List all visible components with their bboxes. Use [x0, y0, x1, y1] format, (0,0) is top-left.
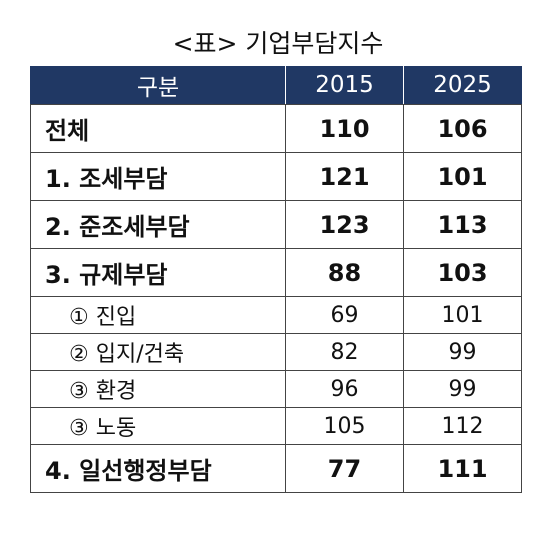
- row-label: 1. 조세부담: [30, 152, 286, 201]
- value-2015: 96: [285, 370, 404, 408]
- value-2015: 121: [285, 152, 404, 201]
- value-2025: 112: [403, 407, 522, 445]
- value-2025: 111: [403, 444, 522, 493]
- value-2015: 123: [285, 200, 404, 249]
- table-row: 2. 준조세부담 123 113: [30, 200, 522, 249]
- header-year-2025: 2025: [403, 66, 522, 105]
- row-label: ② 입지/건축: [30, 333, 286, 371]
- row-label: ③ 노동: [30, 407, 286, 445]
- value-2015: 77: [285, 444, 404, 493]
- burden-index-table: 구분 2015 2025 전체 110 106 1. 조세부담 121 101 …: [30, 66, 522, 493]
- table-caption: <표> 기업부담지수: [172, 29, 384, 58]
- value-2015: 88: [285, 248, 404, 297]
- table-subrow: ③ 환경 96 99: [30, 370, 522, 408]
- row-label: 2. 준조세부담: [30, 200, 286, 249]
- value-2025: 101: [403, 296, 522, 334]
- row-label: ③ 환경: [30, 370, 286, 408]
- row-label: 3. 규제부담: [30, 248, 286, 297]
- value-2025: 103: [403, 248, 522, 297]
- row-label: 전체: [30, 104, 286, 153]
- table-subrow: ① 진입 69 101: [30, 296, 522, 334]
- value-2015: 69: [285, 296, 404, 334]
- table-row: 3. 규제부담 88 103: [30, 248, 522, 297]
- value-2025: 101: [403, 152, 522, 201]
- header-category: 구분: [30, 66, 286, 105]
- value-2025: 113: [403, 200, 522, 249]
- row-label: ① 진입: [30, 296, 286, 334]
- table-row: 4. 일선행정부담 77 111: [30, 444, 522, 493]
- value-2025: 99: [403, 370, 522, 408]
- value-2025: 99: [403, 333, 522, 371]
- table-row: 1. 조세부담 121 101: [30, 152, 522, 201]
- table-subrow: ② 입지/건축 82 99: [30, 333, 522, 371]
- table-row: 전체 110 106: [30, 104, 522, 153]
- header-row: 구분 2015 2025: [30, 66, 522, 105]
- value-2015: 82: [285, 333, 404, 371]
- header-year-2015: 2015: [285, 66, 404, 105]
- table-subrow: ③ 노동 105 112: [30, 407, 522, 445]
- value-2015: 110: [285, 104, 404, 153]
- value-2025: 106: [403, 104, 522, 153]
- value-2015: 105: [285, 407, 404, 445]
- row-label: 4. 일선행정부담: [30, 444, 286, 493]
